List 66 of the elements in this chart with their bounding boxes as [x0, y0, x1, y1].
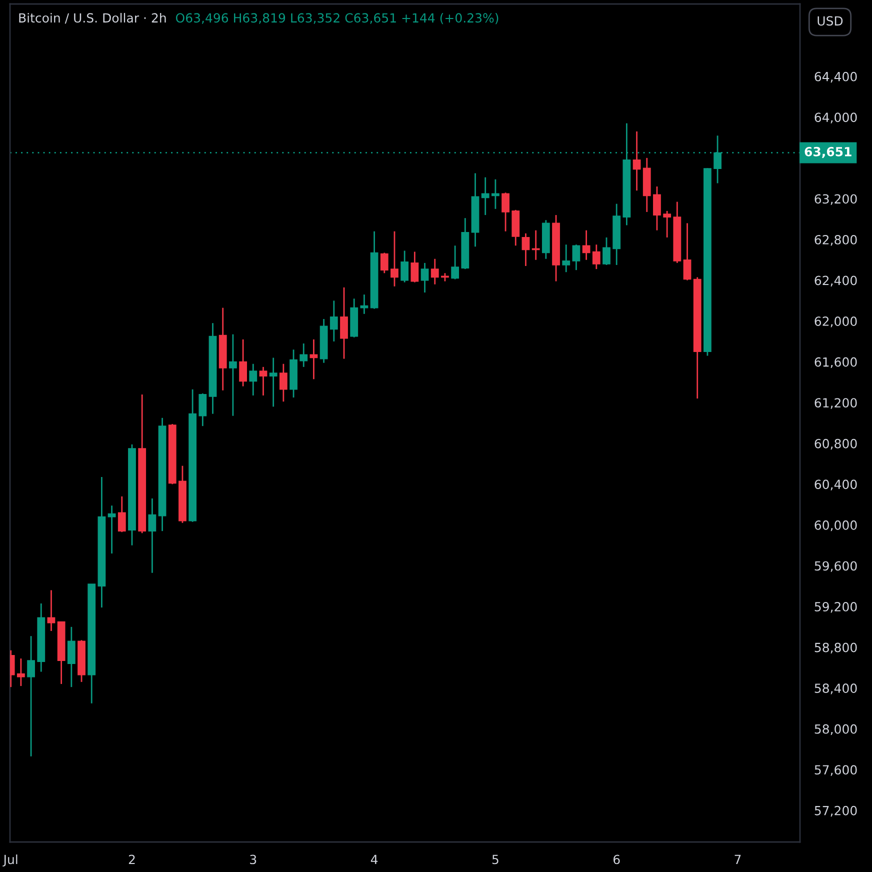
y-tick-label: 61,200 [814, 398, 857, 409]
candlestick [118, 496, 126, 533]
candlestick [269, 357, 278, 408]
candlestick [300, 342, 308, 368]
y-tick-label: 64,000 [814, 112, 857, 124]
candlestick [228, 334, 237, 417]
candlestick [27, 635, 35, 758]
candlestick [572, 244, 580, 271]
y-tick-label: 59,200 [814, 602, 857, 613]
x-tick-label: 6 [613, 854, 620, 864]
candlestick [653, 186, 661, 232]
y-tick-label: 62,000 [814, 316, 857, 328]
y-tick-label: 60,000 [814, 520, 857, 532]
candlestick [108, 504, 116, 554]
candlestick [198, 392, 207, 427]
candlestick [451, 244, 460, 280]
y-tick-label: 58,800 [814, 642, 857, 654]
x-tick-label: 4 [370, 854, 378, 864]
candlestick [420, 262, 429, 294]
candlestick [663, 210, 672, 238]
x-tick-label: 3 [250, 854, 256, 864]
candlestick [481, 176, 490, 216]
y-tick-label: 60,800 [814, 438, 857, 450]
candlestick [582, 230, 590, 261]
candlestick [632, 130, 641, 192]
y-tick-label: 58,000 [814, 724, 857, 736]
y-tick-label: 64,400 [814, 72, 857, 83]
y-tick-label: 62,800 [814, 234, 857, 246]
candlestick [67, 626, 76, 688]
x-tick-label: 7 [734, 854, 741, 864]
candlestick [340, 286, 348, 360]
candlestick [562, 244, 570, 273]
candlestick [330, 300, 338, 342]
y-tick-label: 59,600 [814, 561, 857, 572]
candlestick [683, 222, 692, 281]
candlestick [602, 236, 610, 266]
candlestick [522, 232, 530, 267]
text: O63,496 H63,819 L63,352 C63,651 +144 (+0.23%) [176, 12, 498, 24]
text: Bitcoin / U.S. Dollar · 2h [19, 12, 166, 24]
candlestick [592, 244, 600, 270]
candlestick [410, 251, 419, 284]
candlestick [148, 498, 156, 574]
candlestick [400, 250, 409, 284]
y-tick-label: 57,200 [814, 806, 857, 817]
x-tick-label: 2 [128, 854, 135, 864]
candlestick [249, 363, 258, 396]
candlestick [502, 192, 510, 232]
y-tick-label: 58,400 [814, 684, 857, 694]
candlestick [239, 338, 247, 387]
y-tick-label: 60,400 [814, 480, 857, 490]
candlestick [279, 363, 288, 402]
y-tick-label: 57,600 [814, 765, 857, 776]
x-tick-label: 5 [492, 854, 498, 864]
candlestick [380, 252, 388, 274]
candlestick [16, 658, 25, 687]
candlestick [259, 366, 268, 396]
y-tick-label: 61,600 [814, 357, 857, 368]
x-tick-label: Jul [2, 854, 18, 866]
y-tick-label: 63,200 [814, 194, 857, 205]
candlestick [491, 178, 500, 210]
candlestick [430, 258, 439, 286]
candlestick [390, 230, 398, 288]
candlestick [360, 294, 368, 315]
y-tick-label: 62,400 [814, 276, 857, 286]
ref-line-label: 63,651 [804, 146, 852, 158]
text: USD [818, 16, 843, 26]
